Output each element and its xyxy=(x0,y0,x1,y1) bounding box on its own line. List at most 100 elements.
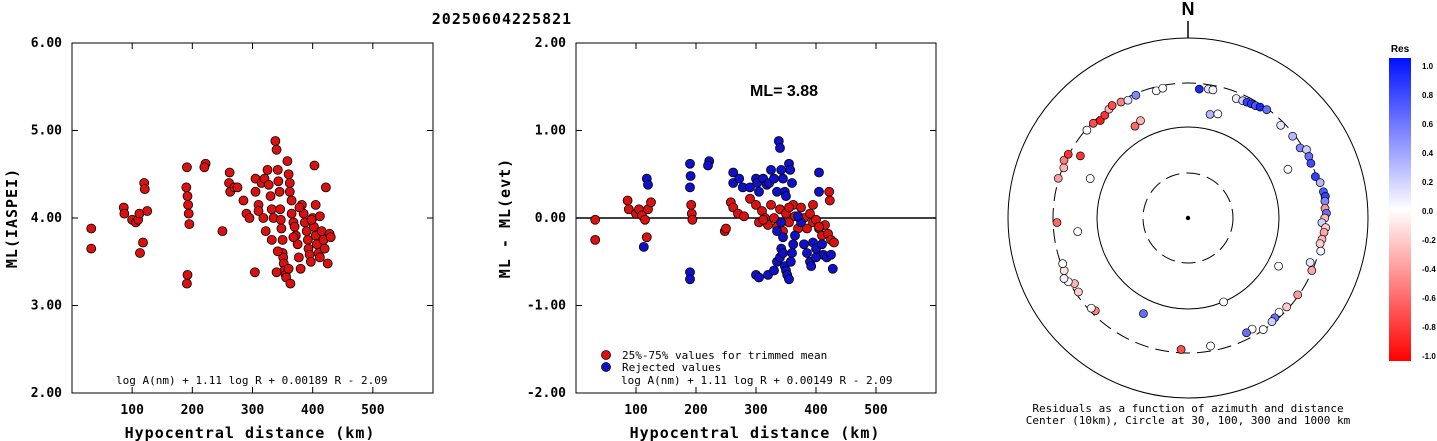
colorbar-ticks: 1.0 0.8 0.6 0.4 0.2 0.0 -0.2 -0.4 -0.6 -0.8 -1.0 xyxy=(1422,62,1436,361)
data-point-middle xyxy=(686,199,697,210)
station-marker xyxy=(1123,95,1133,105)
station-marker xyxy=(1063,149,1073,159)
station-marker xyxy=(1311,172,1320,181)
data-point-left xyxy=(232,182,243,193)
station-marker xyxy=(1274,261,1283,271)
data-point-middle xyxy=(643,179,653,190)
station-marker xyxy=(1213,109,1223,119)
station-marker xyxy=(1316,246,1326,256)
data-point-middle xyxy=(827,263,838,274)
y-tick-label-left: 2.00 xyxy=(31,386,62,401)
data-point-middle xyxy=(745,182,755,193)
colorbar-title: Res xyxy=(1391,44,1410,55)
data-point-middle xyxy=(805,208,815,219)
data-point-middle xyxy=(703,160,713,171)
residual-colorbar: Res 1.0 0.8 0.6 0.4 0.2 0.0 -0.2 -0.4 -0.6 -0.8 -1… xyxy=(1389,44,1436,361)
y-axis-title-middle: ML - ML(evt) xyxy=(496,158,514,278)
epicenter-dot xyxy=(1185,215,1191,221)
data-point-middle xyxy=(687,214,698,225)
data-point-middle xyxy=(778,232,788,243)
data-point-middle xyxy=(745,193,755,204)
data-point-middle xyxy=(590,234,601,245)
formula-middle: log A(nm) + 1.11 log R + 0.00149 R - 2.0… xyxy=(621,374,893,387)
station-marker xyxy=(1100,110,1110,120)
data-point-left xyxy=(250,267,260,278)
data-point-left xyxy=(266,204,277,215)
y-tick-label-middle: 1.00 xyxy=(535,124,566,139)
x-axis-title-middle: Hypocentral distance (km) xyxy=(630,424,881,441)
data-point-left xyxy=(250,186,261,197)
ml-value-label: ML= 3.88 xyxy=(750,83,818,100)
colorbar-tick-label: 0.4 xyxy=(1422,149,1434,158)
data-point-left xyxy=(314,211,325,222)
data-point-left xyxy=(294,202,305,213)
colorbar-tick-label: -0.8 xyxy=(1422,323,1436,332)
data-point-left xyxy=(182,191,193,202)
data-point-left xyxy=(244,213,255,223)
station-marker xyxy=(1059,274,1069,283)
y-tick-label-middle: 2.00 xyxy=(535,36,566,51)
data-point-left xyxy=(142,206,153,216)
data-point-left xyxy=(263,179,274,190)
data-point-middle xyxy=(728,167,739,178)
data-point-middle xyxy=(787,248,797,258)
data-point-left xyxy=(325,232,336,243)
data-point-middle xyxy=(784,202,794,213)
station-marker xyxy=(1194,84,1204,94)
data-point-left xyxy=(271,267,282,278)
x-axis-title-left: Hypocentral distance (km) xyxy=(125,424,376,441)
data-point-left xyxy=(289,221,300,232)
data-point-middle xyxy=(622,195,633,206)
data-point-middle xyxy=(734,173,745,184)
x-tick-label-left: 300 xyxy=(241,403,265,418)
data-point-middle xyxy=(638,241,649,252)
station-marker xyxy=(1052,218,1062,227)
data-point-middle xyxy=(814,186,824,197)
station-marker xyxy=(1242,328,1251,338)
data-point-middle xyxy=(785,256,796,267)
station-marker xyxy=(1131,90,1141,100)
data-point-left xyxy=(182,162,192,173)
data-point-left xyxy=(217,226,228,237)
x-tick-label-middle: 500 xyxy=(864,403,888,418)
data-point-left xyxy=(305,256,316,267)
station-marker xyxy=(1130,121,1140,131)
data-point-middle xyxy=(751,199,761,210)
station-marker xyxy=(1058,259,1068,268)
colorbar-tick-label: 0.0 xyxy=(1422,207,1434,216)
station-marker xyxy=(1085,174,1095,183)
station-marker xyxy=(1082,125,1092,135)
axis-ticks-left: 100 200 300 400 500 2.00 3.00 4.00 5.00 6.00 xyxy=(31,36,433,418)
station-marker xyxy=(1315,239,1325,249)
formula-left: log A(nm) + 1.11 log R + 0.00189 R - 2.0… xyxy=(116,374,388,387)
panel-ml-residual: 100 200 300 400 500 -2.00 -1.00 0.00 1.00 2.00 ML… xyxy=(496,36,937,441)
data-point-middle xyxy=(829,237,839,248)
data-point-middle xyxy=(754,272,764,283)
data-point-left xyxy=(288,232,299,243)
data-point-left xyxy=(224,167,235,178)
data-point-left xyxy=(274,186,285,197)
data-point-middle xyxy=(785,164,796,175)
station-marker xyxy=(1307,266,1317,275)
data-point-middle xyxy=(802,248,812,258)
data-point-left xyxy=(272,164,283,175)
ring-1000km xyxy=(1007,37,1369,399)
station-marker xyxy=(1258,325,1268,334)
data-point-middle xyxy=(766,164,776,175)
data-point-left xyxy=(262,164,273,175)
data-point-middle xyxy=(781,191,791,202)
data-point-left xyxy=(184,219,195,230)
data-point-left xyxy=(277,234,288,245)
figure-title: 20250604225821 xyxy=(432,10,572,28)
y-tick-label-left: 3.00 xyxy=(31,299,62,314)
data-point-middle xyxy=(788,239,799,250)
station-marker xyxy=(1282,302,1292,312)
data-point-left xyxy=(183,199,194,210)
x-tick-label-left: 500 xyxy=(361,403,385,418)
data-point-middle xyxy=(806,261,817,272)
ring-30km xyxy=(1142,172,1234,264)
data-point-left xyxy=(182,269,193,280)
station-marker xyxy=(1107,101,1117,110)
data-point-middle xyxy=(778,248,788,258)
data-point-middle xyxy=(826,249,836,260)
